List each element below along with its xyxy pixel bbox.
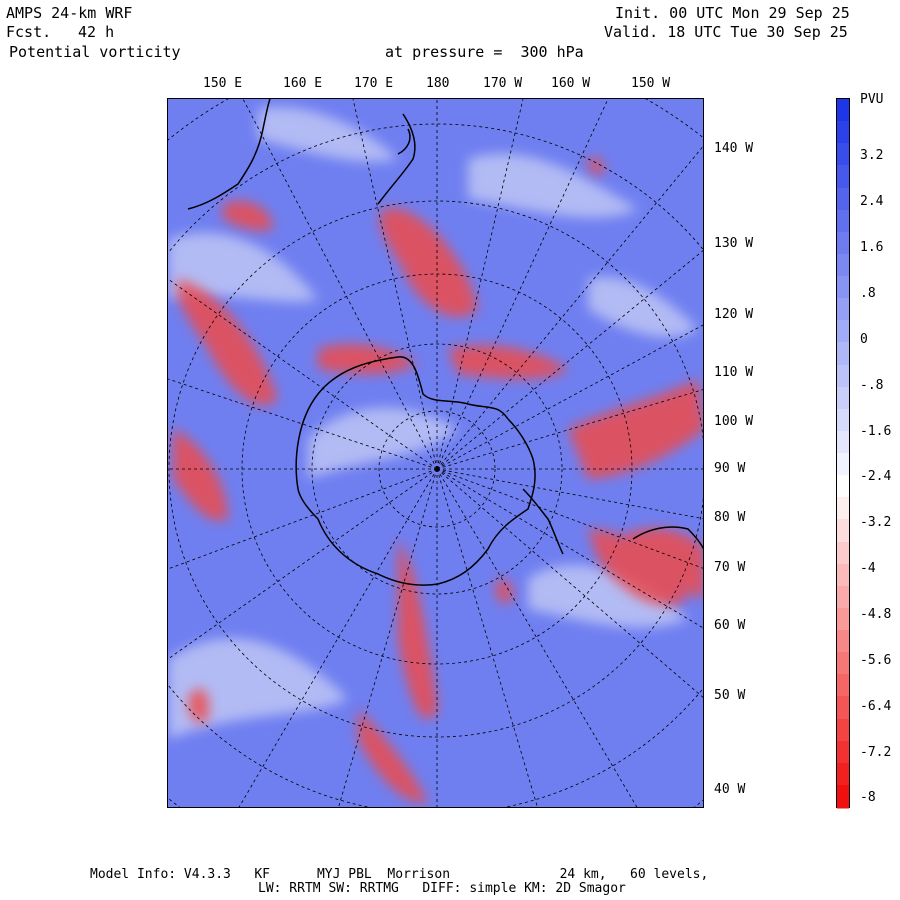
model-info-line1: Model Info: V4.3.3 KF MYJ PBL Morrison 2… xyxy=(90,867,709,882)
colorbar-segment xyxy=(837,652,849,676)
colorbar-tick: -1.6 xyxy=(860,424,892,439)
lon-label-right: 80 W xyxy=(714,510,746,525)
colorbar-segment xyxy=(837,386,849,411)
colorbar-tick: -4.8 xyxy=(860,607,892,622)
colorbar-tick: .8 xyxy=(860,286,876,301)
model-title: AMPS 24-km WRF xyxy=(6,4,133,22)
colorbar-segment xyxy=(837,276,849,300)
colorbar-unit: PVU xyxy=(860,92,884,107)
colorbar-segment xyxy=(837,453,849,477)
pv-map xyxy=(167,98,704,808)
colorbar-tick: -.8 xyxy=(860,378,884,393)
colorbar-segment xyxy=(837,519,849,543)
colorbar-tick: -8 xyxy=(860,790,876,805)
forecast-hour: 42 h xyxy=(78,23,115,41)
colorbar xyxy=(836,98,850,809)
lon-label-right: 100 W xyxy=(714,414,754,429)
peninsula-coast xyxy=(522,488,564,555)
colorbar-segment xyxy=(837,674,849,698)
colorbar-segment xyxy=(837,209,849,234)
lon-label-right: 130 W xyxy=(714,236,754,251)
colorbar-segment xyxy=(837,541,849,566)
colorbar-segment xyxy=(837,607,849,632)
lon-label-top: 170 E xyxy=(354,76,394,91)
forecast-label: Fcst. xyxy=(6,23,52,41)
model-info-line2: LW: RRTM SW: RRTMG DIFF: simple KM: 2D S… xyxy=(258,881,626,896)
coastlines xyxy=(187,99,703,586)
lon-label-right: 140 W xyxy=(714,141,754,156)
lon-label-top: 180 xyxy=(426,76,450,91)
colorbar-segment xyxy=(837,585,849,610)
colorbar-tick: -3.2 xyxy=(860,515,892,530)
colorbar-segment xyxy=(837,696,849,720)
field-name: Potential vorticity xyxy=(9,43,181,61)
colorbar-segment xyxy=(837,342,849,366)
lon-label-top: 150 W xyxy=(631,76,671,91)
lon-label-top: 160 E xyxy=(283,76,323,91)
colorbar-segment xyxy=(837,475,849,499)
colorbar-tick: 2.4 xyxy=(860,194,884,209)
lon-label-top: 150 E xyxy=(203,76,243,91)
pv-light-swirls xyxy=(168,107,698,739)
colorbar-segment xyxy=(837,408,849,433)
colorbar-tick: -4 xyxy=(860,561,876,576)
colorbar-segment xyxy=(837,762,849,787)
lon-label-right: 110 W xyxy=(714,365,754,380)
lon-label-right: 40 W xyxy=(714,782,746,797)
colorbar-tick: -7.2 xyxy=(860,745,892,760)
lon-label-right: 60 W xyxy=(714,618,746,633)
colorbar-segment xyxy=(837,497,849,521)
colorbar-tick: -5.6 xyxy=(860,653,892,668)
pressure-level: at pressure = 300 hPa xyxy=(385,43,584,61)
colorbar-segment xyxy=(837,298,849,322)
colorbar-segment xyxy=(837,121,849,145)
colorbar-segment xyxy=(837,430,849,455)
colorbar-segment xyxy=(837,784,849,809)
lon-label-top: 170 W xyxy=(483,76,523,91)
lon-label-top: 160 W xyxy=(551,76,591,91)
colorbar-segment xyxy=(837,718,849,743)
lon-label-right: 70 W xyxy=(714,560,746,575)
lon-label-right: 90 W xyxy=(714,461,746,476)
colorbar-tick: 0 xyxy=(860,332,868,347)
new-zealand-coast xyxy=(377,113,416,205)
colorbar-segment xyxy=(837,740,849,765)
colorbar-segment xyxy=(837,630,849,654)
colorbar-segment xyxy=(837,253,849,278)
colorbar-segment xyxy=(837,165,849,189)
colorbar-segment xyxy=(837,320,849,344)
colorbar-tick: 3.2 xyxy=(860,148,884,163)
colorbar-tick: 1.6 xyxy=(860,240,884,255)
colorbar-segment xyxy=(837,563,849,588)
lon-label-right: 120 W xyxy=(714,307,754,322)
colorbar-segment xyxy=(837,99,849,123)
lon-label-right: 50 W xyxy=(714,688,746,703)
antarctica-coast xyxy=(295,356,536,586)
colorbar-segment xyxy=(837,231,849,256)
graticule xyxy=(168,99,703,807)
colorbar-segment xyxy=(837,143,849,167)
pv-red-anomalies xyxy=(173,157,703,804)
init-time: Init. 00 UTC Mon 29 Sep 25 xyxy=(615,4,850,22)
colorbar-tick: -6.4 xyxy=(860,699,892,714)
colorbar-tick: -2.4 xyxy=(860,469,892,484)
australia-coast xyxy=(187,99,271,210)
colorbar-segment xyxy=(837,187,849,212)
valid-time: Valid. 18 UTC Tue 30 Sep 25 xyxy=(604,23,848,41)
south-america-coast xyxy=(632,526,703,550)
colorbar-segment xyxy=(837,364,849,389)
